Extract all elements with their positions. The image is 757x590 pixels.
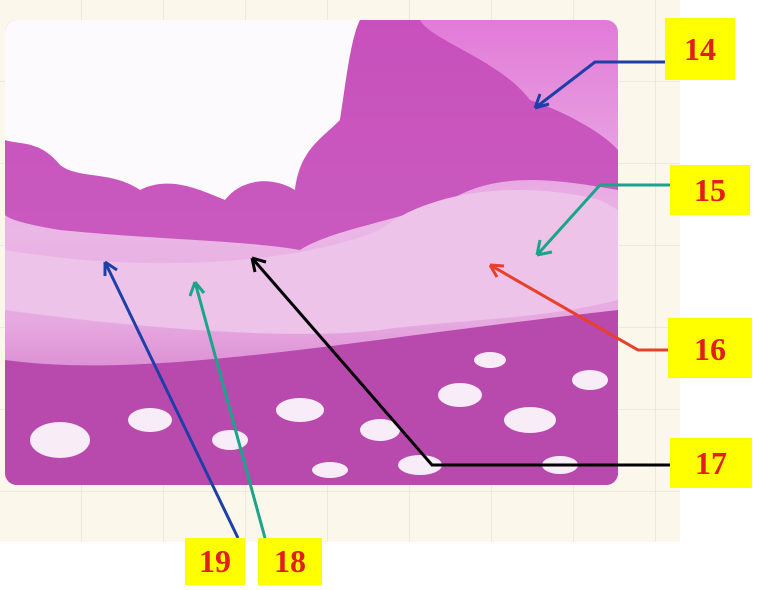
micrograph [5,20,618,485]
label: 15 [694,172,726,208]
label: 14 [684,31,716,67]
arrows [103,60,670,539]
label: 18 [274,543,306,579]
label: 17 [695,445,727,481]
label: 16 [694,331,726,367]
label-boxes [185,18,752,585]
label: 19 [199,543,231,579]
